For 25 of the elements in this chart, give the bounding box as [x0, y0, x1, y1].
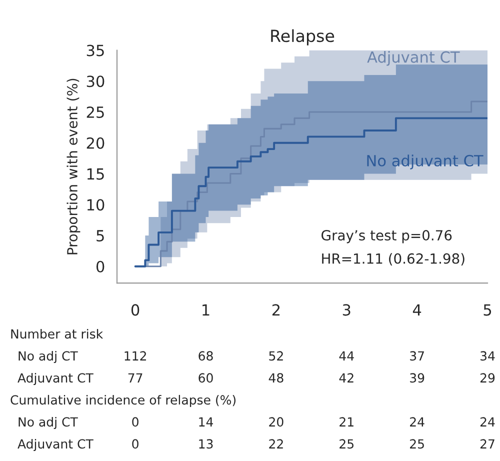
text: No adj CT 112 68 52 44 37 34 [18, 350, 495, 364]
y-tick-label: 35 [86, 44, 104, 56]
y-tick-label: 10 [87, 199, 104, 211]
y-tick-label: 15 [87, 168, 104, 180]
x-tick-label: 0 [131, 304, 140, 316]
annotation: Gray’s test p=0.76 [322, 230, 452, 244]
text: Cumulative incidence of relapse (%) [10, 394, 236, 408]
text: No adj CT 0 14 20 21 24 24 [18, 416, 495, 430]
y-tick-label: 5 [96, 230, 104, 242]
text: Adjuvant CT [367, 51, 460, 66]
x-tick-label: 5 [484, 304, 492, 316]
text: Adjuvant CT 0 13 22 25 25 27 [18, 438, 494, 452]
text: Adjuvant CT 77 60 48 42 39 29 [18, 372, 495, 386]
y-tick-label: 20 [86, 137, 104, 149]
y-axis-title: Proportion with event (%) [66, 78, 80, 254]
y-tick-label: 0 [96, 260, 104, 272]
x-tick-label: 1 [202, 304, 210, 316]
x-tick-label: 2 [272, 304, 280, 316]
y-tick-label: 30 [86, 76, 104, 88]
chart-title: Relapse [271, 29, 334, 46]
y-tick-label: 25 [86, 106, 104, 118]
text: Number at risk [11, 328, 104, 339]
x-tick-label: 4 [412, 304, 422, 316]
annotation: HR=1.11 (0.62-1.98) [322, 253, 464, 266]
x-tick-label: 3 [342, 304, 350, 316]
